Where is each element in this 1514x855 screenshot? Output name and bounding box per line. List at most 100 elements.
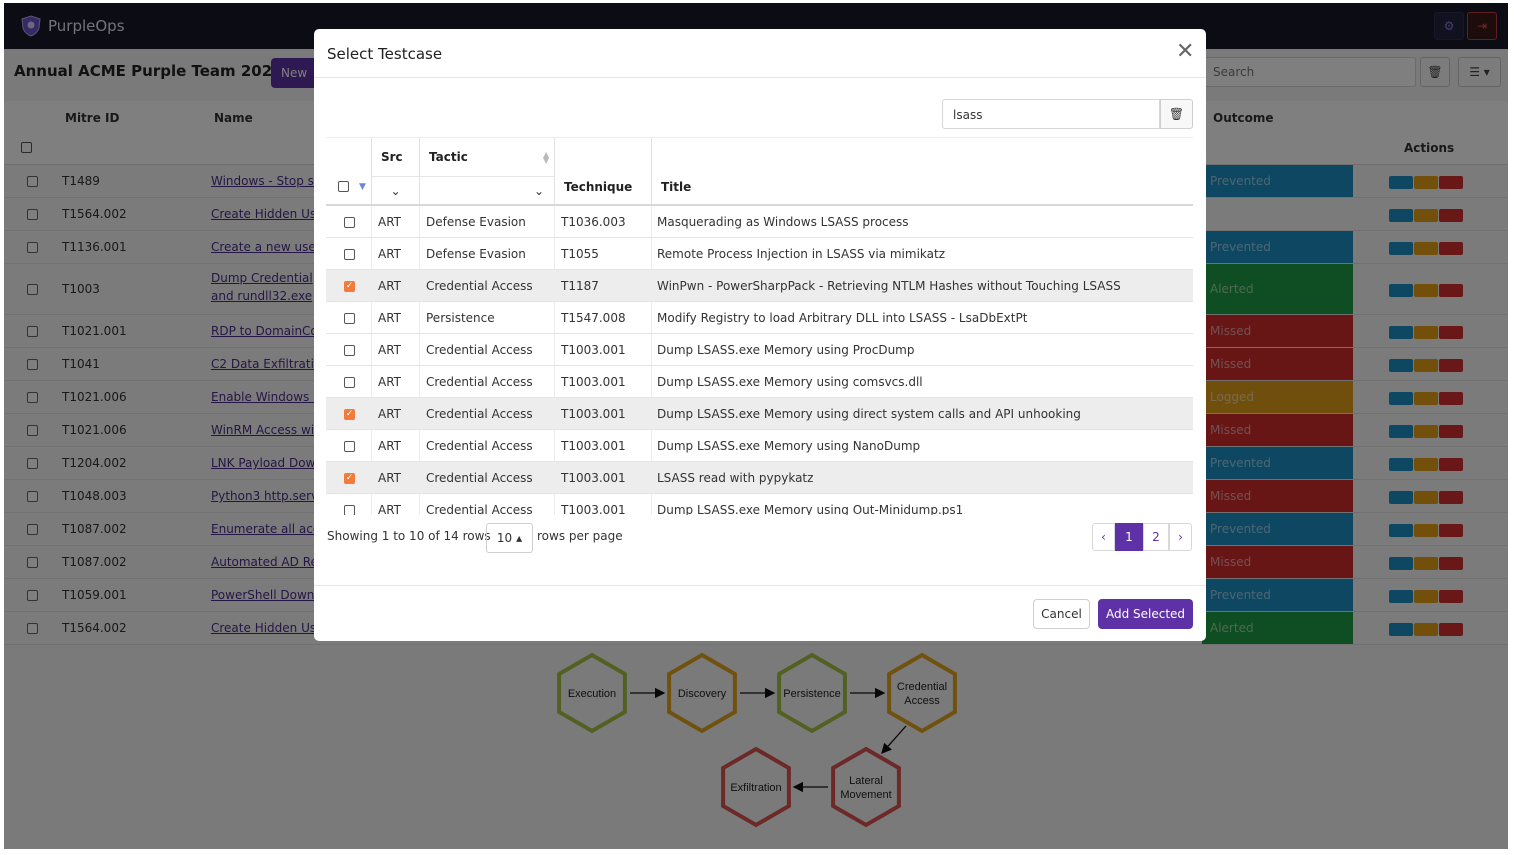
column-divider [371, 462, 372, 493]
cell-src: ART [378, 343, 402, 357]
modal-title: Select Testcase [327, 45, 443, 63]
table-row[interactable]: ART Defense Evasion T1055 Remote Process In… [326, 238, 1193, 270]
column-divider [419, 138, 420, 204]
cell-technique: T1003.001 [561, 503, 626, 515]
cell-title: Modify Registry to load Arbitrary DLL in… [657, 311, 1028, 325]
col-title[interactable]: Title [661, 180, 692, 194]
sort-icon[interactable]: ▲ ▼ [543, 150, 550, 165]
column-divider [371, 366, 372, 397]
cell-technique: T1003.001 [561, 471, 626, 485]
column-divider [419, 206, 420, 237]
table-row[interactable]: ✓ ART Credential Access T1003.001 Dump LSASS… [326, 398, 1193, 430]
column-divider [419, 366, 420, 397]
table-row[interactable]: ART Credential Access T1003.001 Dump LSASS.… [326, 334, 1193, 366]
testcase-select-table: ▼ Src Tactic ▲ ▼ Technique Title ⌄ ⌄ ART D… [326, 137, 1193, 515]
column-divider [554, 398, 555, 429]
cell-technique: T1187 [561, 279, 599, 293]
column-divider [554, 138, 555, 204]
cell-technique: T1003.001 [561, 343, 626, 357]
cell-tactic: Credential Access [426, 279, 533, 293]
column-divider [554, 494, 555, 515]
cell-title: Dump LSASS.exe Memory using Out-Minidump… [657, 503, 964, 515]
row-checkbox[interactable] [344, 345, 355, 356]
cell-technique: T1547.008 [561, 311, 626, 325]
column-divider [371, 430, 372, 461]
cell-src: ART [378, 407, 402, 421]
chevron-down-icon: ⌄ [533, 183, 544, 198]
page-1-button[interactable]: 1 [1115, 523, 1143, 551]
table-row[interactable]: ART Credential Access T1003.001 Dump LSASS.… [326, 430, 1193, 462]
chevron-down-icon: ⌄ [390, 183, 401, 198]
cell-tactic: Credential Access [426, 439, 533, 453]
table-row[interactable]: ART Defense Evasion T1036.003 Masquerading … [326, 206, 1193, 238]
column-divider [651, 138, 652, 204]
cell-tactic: Defense Evasion [426, 215, 526, 229]
cell-technique: T1003.001 [561, 407, 626, 421]
row-checkbox[interactable]: ✓ [344, 473, 355, 484]
column-divider [651, 398, 652, 429]
cell-title: Dump LSASS.exe Memory using NanoDump [657, 439, 921, 453]
src-filter-select[interactable]: ⌄ [372, 176, 419, 204]
column-divider [651, 302, 652, 333]
table-row[interactable]: ART Credential Access T1003.001 Dump LSASS.… [326, 366, 1193, 398]
clear-filter-button[interactable]: 🗑 [1160, 99, 1193, 129]
column-divider [419, 334, 420, 365]
column-divider [651, 494, 652, 515]
prev-page-button[interactable]: ‹ [1092, 523, 1115, 551]
column-divider [651, 462, 652, 493]
select-testcase-modal: Select Testcase ✕ lsass 🗑 ▼ Src Tactic ▲… [314, 29, 1206, 641]
table-row[interactable]: ART Persistence T1547.008 Modify Registry t… [326, 302, 1193, 334]
column-divider [554, 270, 555, 301]
page-size-label: rows per page [537, 529, 623, 543]
cell-technique: T1036.003 [561, 215, 626, 229]
cell-tactic: Credential Access [426, 375, 533, 389]
cell-title: Dump LSASS.exe Memory using direct syste… [657, 407, 1081, 421]
column-divider [554, 430, 555, 461]
cell-src: ART [378, 503, 402, 515]
page-2-button[interactable]: 2 [1143, 523, 1169, 551]
select-all-checkbox[interactable] [338, 181, 349, 192]
row-checkbox[interactable]: ✓ [344, 281, 355, 292]
column-divider [419, 302, 420, 333]
close-icon[interactable]: ✕ [1176, 39, 1195, 64]
modal-header: Select Testcase ✕ [314, 29, 1206, 78]
row-checkbox[interactable] [344, 505, 355, 515]
modal-footer-divider [314, 585, 1206, 586]
row-checkbox[interactable]: ✓ [344, 409, 355, 420]
column-divider [419, 238, 420, 269]
column-divider [554, 462, 555, 493]
caret-down-icon[interactable]: ▼ [359, 182, 366, 192]
cell-technique: T1003.001 [561, 375, 626, 389]
cell-title: WinPwn - PowerSharpPack - Retrieving NTL… [657, 279, 1121, 293]
cell-src: ART [378, 311, 402, 325]
column-divider [371, 334, 372, 365]
cell-tactic: Persistence [426, 311, 495, 325]
cancel-button[interactable]: Cancel [1033, 599, 1090, 629]
row-checkbox[interactable] [344, 441, 355, 452]
add-selected-button[interactable]: Add Selected [1098, 599, 1193, 629]
column-divider [651, 238, 652, 269]
cell-src: ART [378, 375, 402, 389]
cell-tactic: Credential Access [426, 343, 533, 357]
column-divider [371, 270, 372, 301]
row-checkbox[interactable] [344, 313, 355, 324]
row-checkbox[interactable] [344, 217, 355, 228]
col-src[interactable]: Src [381, 150, 403, 164]
cell-src: ART [378, 471, 402, 485]
row-checkbox[interactable] [344, 249, 355, 260]
tactic-filter-select[interactable]: ⌄ [420, 176, 554, 204]
row-checkbox[interactable] [344, 377, 355, 388]
col-tactic[interactable]: Tactic [429, 150, 468, 164]
column-divider [371, 302, 372, 333]
table-row[interactable]: ✓ ART Credential Access T1003.001 LSASS read… [326, 462, 1193, 494]
cell-title: Dump LSASS.exe Memory using comsvcs.dll [657, 375, 923, 389]
cell-title: Remote Process Injection in LSASS via mi… [657, 247, 945, 261]
column-divider [554, 206, 555, 237]
testcase-filter-input[interactable]: lsass [942, 99, 1160, 129]
page-size-select[interactable]: 10 ▴ [486, 523, 533, 553]
cell-title: LSASS read with pypykatz [657, 471, 814, 485]
next-page-button[interactable]: › [1169, 523, 1192, 551]
col-technique[interactable]: Technique [564, 180, 633, 194]
table-row[interactable]: ✓ ART Credential Access T1187 WinPwn - Power… [326, 270, 1193, 302]
table-row[interactable]: ART Credential Access T1003.001 Dump LSASS.… [326, 494, 1193, 515]
